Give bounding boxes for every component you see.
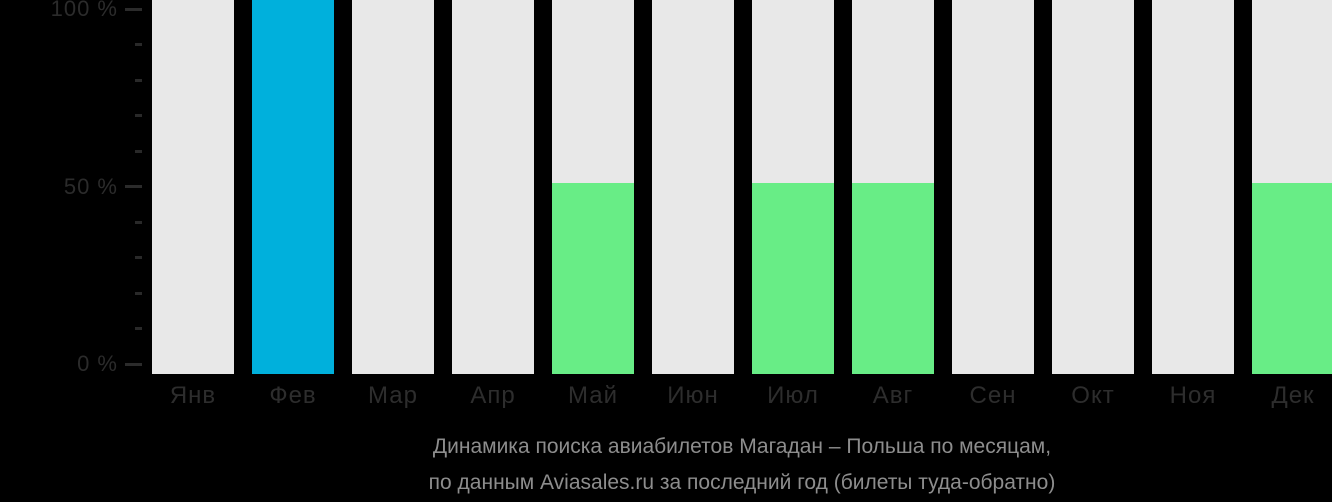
x-axis-label: Мар: [368, 382, 418, 409]
y-axis-minor-tick: [135, 327, 142, 330]
chart-caption: Динамика поиска авиабилетов Магадан – По…: [152, 429, 1332, 501]
plot-area: Янв Фев Мар Апр Май Июн Июл Авг Сен Окт Ноя Дек: [152, 0, 1332, 409]
x-axis-label: Сен: [969, 382, 1017, 409]
y-axis-minor-tick: [135, 256, 142, 259]
bar-track: [552, 0, 634, 374]
y-axis-major-tick: [125, 7, 142, 11]
bar-fill: [552, 183, 634, 374]
y-axis-major-tick: [125, 185, 142, 188]
bar-track: [852, 0, 934, 374]
bar-fill: [852, 183, 934, 374]
y-axis-minor-tick: [135, 114, 142, 117]
y-axis-minor-tick: [135, 43, 142, 46]
chart-title: Динамика поиска авиабилетов Магадан – По…: [432, 435, 1052, 458]
chart-subtitle: по данным Aviasales.ru за последний год …: [428, 471, 1056, 494]
y-axis-label: 100 %: [50, 0, 118, 21]
x-axis-label: Май: [567, 382, 618, 409]
bar-fill: [252, 0, 334, 374]
bar-track: [1152, 0, 1234, 374]
x-axis-label: Фев: [269, 382, 317, 409]
bar-track: [1052, 0, 1134, 374]
x-axis-label: Июл: [767, 382, 819, 409]
bar-track: [152, 0, 234, 374]
bar-track: [752, 0, 834, 374]
bar-track: [652, 0, 734, 374]
x-axis-label: Июн: [667, 382, 719, 409]
y-axis-minor-tick: [135, 78, 142, 82]
bar-fill: [752, 183, 834, 374]
y-axis-label: 0 %: [77, 351, 118, 376]
bar-track: [452, 0, 534, 374]
y-axis-minor-tick: [135, 220, 142, 224]
y-axis-major-tick: [125, 362, 142, 366]
bar-fill: [1252, 183, 1332, 374]
x-axis-label: Окт: [1071, 382, 1115, 409]
bar-track: [952, 0, 1034, 374]
bar-track: [1252, 0, 1332, 374]
x-axis-label: Дек: [1271, 382, 1315, 409]
bar-track: [252, 0, 334, 374]
x-axis-label: Янв: [169, 382, 217, 409]
y-axis-label: 50 %: [63, 173, 118, 199]
bar-track: [352, 0, 434, 374]
y-axis-minor-tick: [135, 149, 142, 153]
x-axis-label: Ноя: [1169, 382, 1217, 409]
x-axis-label: Апр: [470, 382, 516, 409]
x-axis-label: Авг: [872, 382, 914, 409]
y-axis-minor-tick: [135, 291, 142, 295]
